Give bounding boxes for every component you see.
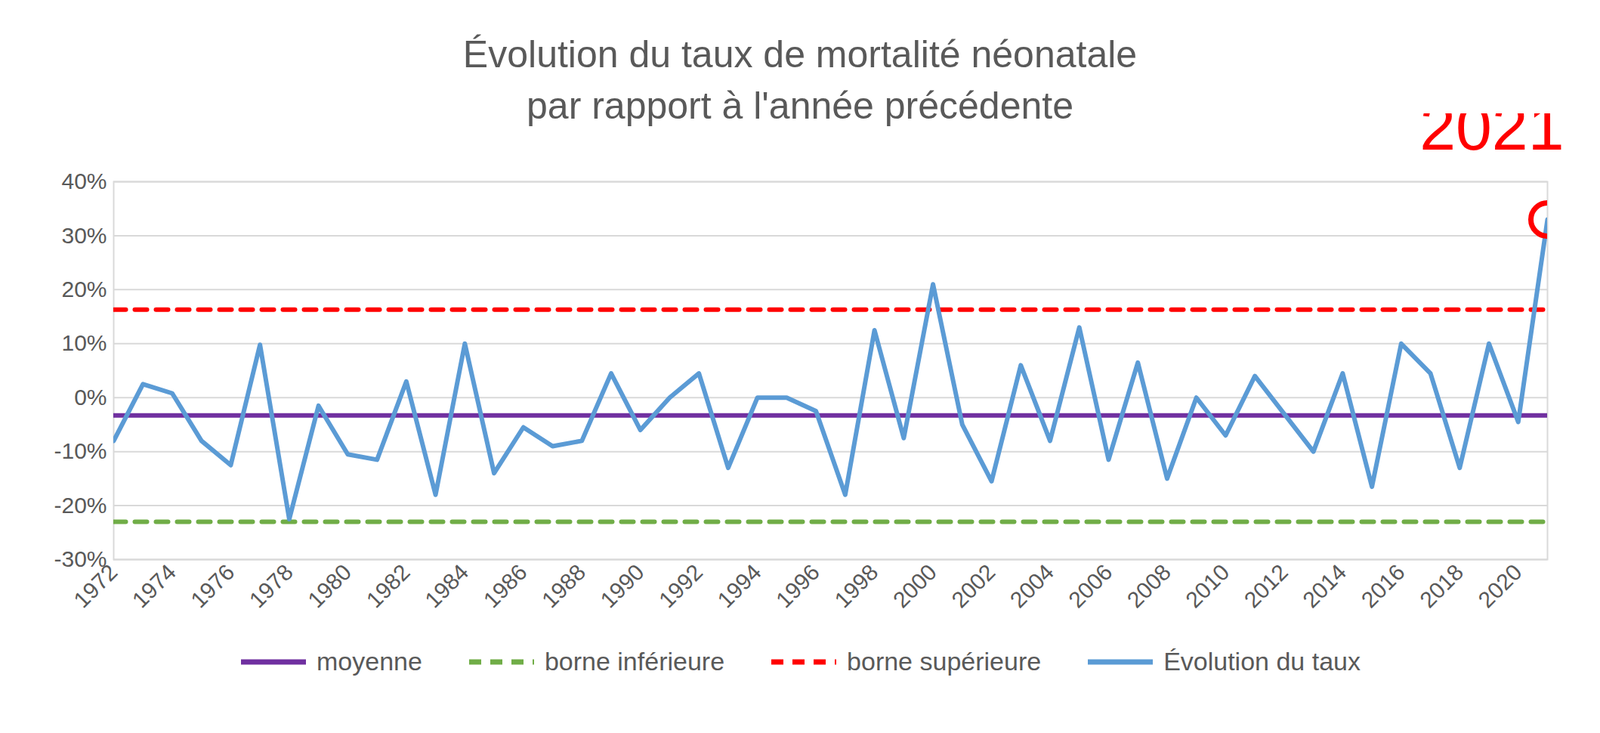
svg-text:1992: 1992 bbox=[654, 559, 708, 613]
svg-text:1984: 1984 bbox=[420, 559, 474, 613]
svg-text:1994: 1994 bbox=[712, 559, 767, 613]
svg-text:2008: 2008 bbox=[1121, 559, 1176, 613]
svg-text:2012: 2012 bbox=[1238, 559, 1293, 613]
svg-text:1988: 1988 bbox=[537, 559, 591, 613]
svg-text:2010: 2010 bbox=[1180, 559, 1235, 613]
svg-text:0%: 0% bbox=[74, 384, 107, 410]
html-text:borne inférieure: borne inférieure bbox=[544, 646, 725, 676]
svg-text:1980: 1980 bbox=[302, 559, 357, 613]
svg-text:-20%: -20% bbox=[53, 492, 107, 518]
svg-text:2006: 2006 bbox=[1063, 559, 1118, 613]
svg-text:2004: 2004 bbox=[1005, 559, 1060, 613]
svg-text:1990: 1990 bbox=[595, 559, 649, 613]
svg-text:1986: 1986 bbox=[478, 559, 532, 613]
html-text:moyenne: moyenne bbox=[316, 646, 423, 676]
svg-text:20%: 20% bbox=[61, 276, 107, 302]
svg-text:30%: 30% bbox=[61, 222, 107, 248]
svg-text:1996: 1996 bbox=[771, 559, 825, 613]
svg-text:1982: 1982 bbox=[361, 559, 415, 613]
svg-text:2014: 2014 bbox=[1297, 559, 1352, 613]
svg-text:1976: 1976 bbox=[185, 559, 240, 613]
svg-text:1998: 1998 bbox=[829, 559, 884, 613]
svg-text:2002: 2002 bbox=[946, 559, 1001, 613]
svg-text:10%: 10% bbox=[61, 330, 107, 356]
svg-text:2016: 2016 bbox=[1355, 559, 1410, 613]
html-text:Évolution du taux de mortalité: Évolution du taux de mortalité néonatale… bbox=[463, 33, 1137, 127]
svg-text:40%: 40% bbox=[61, 168, 107, 194]
svg-text:2018: 2018 bbox=[1414, 559, 1469, 613]
svg-text:-30%: -30% bbox=[54, 546, 107, 572]
html-text:borne supérieure: borne supérieure bbox=[846, 646, 1042, 676]
svg-text:-10%: -10% bbox=[53, 438, 107, 464]
svg-text:2020: 2020 bbox=[1473, 559, 1527, 613]
svg-text:2021: 2021 bbox=[1419, 113, 1564, 164]
svg-text:1972: 1972 bbox=[68, 559, 123, 613]
svg-text:2000: 2000 bbox=[888, 559, 943, 613]
svg-text:1978: 1978 bbox=[244, 559, 298, 613]
html-text:Évolution du taux: Évolution du taux bbox=[1163, 646, 1361, 676]
svg-text:1974: 1974 bbox=[126, 559, 181, 613]
